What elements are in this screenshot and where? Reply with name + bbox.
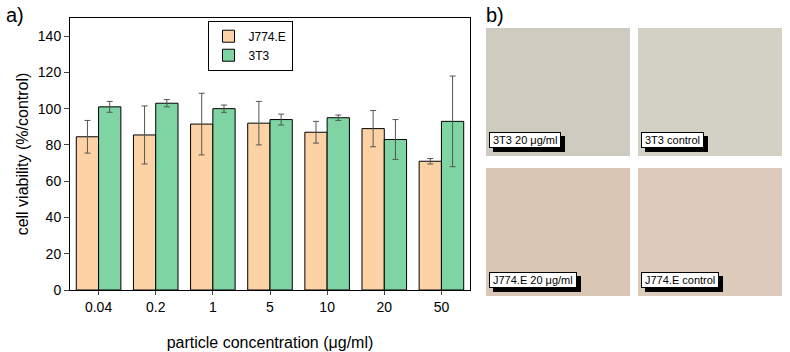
svg-text:120: 120 bbox=[38, 64, 62, 80]
html-text:J774.E control: J774.E control bbox=[645, 274, 716, 286]
svg-text:50: 50 bbox=[434, 299, 450, 315]
svg-text:J774.E: J774.E bbox=[249, 30, 286, 44]
svg-text:0.04: 0.04 bbox=[85, 299, 112, 315]
svg-text:80: 80 bbox=[46, 137, 62, 153]
html-text:J774.E 20 μg/ml: J774.E 20 μg/ml bbox=[493, 274, 573, 286]
svg-text:20: 20 bbox=[46, 246, 62, 262]
html-text:3T3 control: 3T3 control bbox=[645, 134, 700, 146]
svg-text:0.2: 0.2 bbox=[146, 299, 166, 315]
html-text:a): a) bbox=[6, 4, 24, 26]
svg-text:0: 0 bbox=[53, 282, 61, 298]
svg-text:particle concentration (μg/ml): particle concentration (μg/ml) bbox=[167, 334, 374, 351]
svg-text:3T3: 3T3 bbox=[249, 49, 270, 63]
svg-text:20: 20 bbox=[377, 299, 393, 315]
html-text:b): b) bbox=[486, 4, 504, 26]
svg-text:140: 140 bbox=[38, 28, 62, 44]
svg-text:40: 40 bbox=[46, 209, 62, 225]
svg-text:60: 60 bbox=[46, 173, 62, 189]
svg-text:1: 1 bbox=[209, 299, 217, 315]
svg-text:5: 5 bbox=[266, 299, 274, 315]
svg-text:10: 10 bbox=[319, 299, 335, 315]
svg-text:cell viability (%/control): cell viability (%/control) bbox=[14, 73, 31, 236]
svg-text:100: 100 bbox=[38, 101, 62, 117]
html-text:3T3 20 μg/ml: 3T3 20 μg/ml bbox=[493, 134, 558, 146]
